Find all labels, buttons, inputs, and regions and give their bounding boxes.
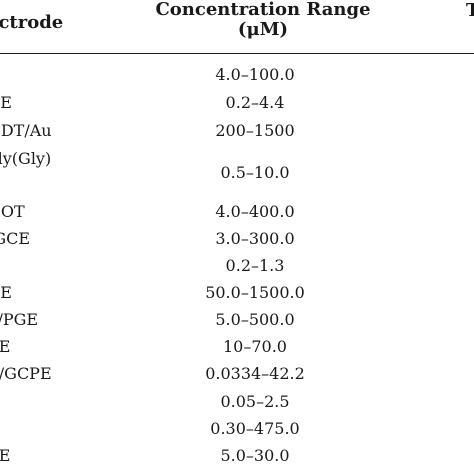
row-10-range: 10–70.0 [223, 337, 287, 356]
row-4-range: 0.5–10.0 [220, 163, 290, 182]
header-electrode: ectrode [0, 12, 64, 33]
row-3-range: 200–1500 [215, 121, 295, 140]
row-6-range: 3.0–300.0 [215, 229, 295, 248]
row-10-electrode: PE [0, 337, 11, 356]
row-2-electrode: CE [0, 93, 12, 112]
row-14-range: 5.0–30.0 [220, 446, 290, 465]
row-5-electrode: DOT [0, 202, 25, 221]
header-concentration-line2: (μM) [237, 19, 289, 40]
row-4-electrode: oly(Gly) [0, 149, 52, 168]
row-13-range: 0.30–475.0 [210, 419, 300, 438]
header-divider [0, 53, 474, 54]
row-9-range: 5.0–500.0 [215, 310, 295, 329]
row-1-range: 4.0–100.0 [215, 65, 295, 84]
row-11-electrode: P/GCPE [0, 364, 52, 383]
row-8-electrode: CE [0, 283, 12, 302]
row-7-range: 0.2–1.3 [225, 256, 285, 275]
header-concentration-range: Concentration Range (μM) [118, 0, 408, 40]
row-11-range: 0.0334–42.2 [205, 364, 305, 383]
row-6-electrode: /GCE [0, 229, 31, 248]
row-2-range: 0.2–4.4 [225, 93, 285, 112]
row-5-range: 4.0–400.0 [215, 202, 295, 221]
row-9-electrode: e/PGE [0, 310, 39, 329]
row-8-range: 50.0–1500.0 [205, 283, 305, 302]
row-14-electrode: PE [0, 446, 11, 465]
row-12-range: 0.05–2.5 [220, 392, 290, 411]
header-partial-column: T [466, 0, 474, 21]
header-concentration-line1: Concentration Range [155, 0, 371, 20]
row-3-electrode: DDT/Au [0, 121, 52, 140]
